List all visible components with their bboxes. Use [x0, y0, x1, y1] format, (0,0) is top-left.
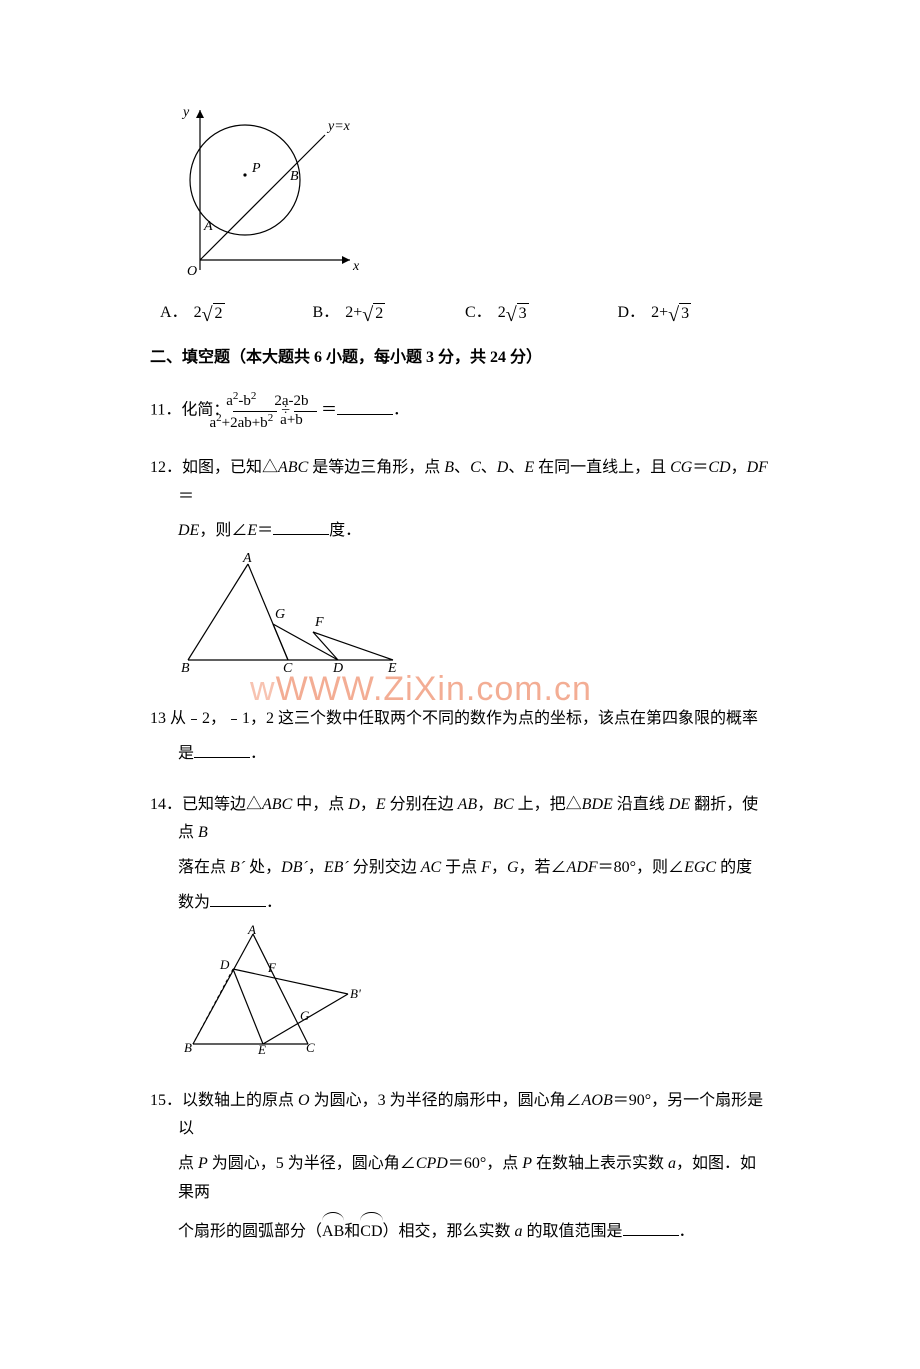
option-a-pre: 2	[194, 299, 202, 328]
figure-fold-q14: A B C D E F G B'	[178, 924, 770, 1065]
options-row: A． 2 √2 B． 2+ √2 C． 2 √3 D． 2+ √3	[150, 299, 770, 328]
sqrt-icon: √3	[506, 303, 529, 323]
svg-text:E: E	[387, 661, 397, 672]
svg-text:E: E	[257, 1042, 266, 1054]
q12-num: 12．	[150, 459, 182, 476]
equals-sign: ＝	[321, 402, 337, 419]
option-c: C． 2 √3	[465, 299, 618, 328]
blank	[194, 742, 250, 758]
arc-ab: AB	[322, 1214, 344, 1247]
svg-text:B: B	[184, 1040, 192, 1054]
option-a: A． 2 √2	[160, 299, 313, 328]
option-b-label: B．	[313, 299, 340, 328]
svg-text:A: A	[247, 924, 256, 937]
svg-text:C: C	[306, 1040, 315, 1054]
option-d-label: D．	[618, 299, 646, 328]
section-heading: 二、填空题（本大题共 6 小题，每小题 3 分，共 24 分）	[150, 344, 770, 373]
svg-text:B': B'	[350, 986, 361, 1001]
problem-14: 14．已知等边△ABC 中，点 D，E 分别在边 AB，BC 上，把△BDE 沿…	[150, 791, 770, 1065]
q15-num: 15．	[150, 1092, 182, 1109]
period: ．	[393, 402, 409, 419]
blank	[337, 399, 393, 415]
option-d-pre: 2+	[651, 299, 668, 328]
axis-y-label: y	[181, 105, 190, 120]
option-b: B． 2+ √2	[313, 299, 466, 328]
fraction-2: 2a-2b a+b	[294, 393, 317, 429]
svg-text:G: G	[300, 1008, 310, 1023]
q13-num: 13	[150, 710, 166, 727]
option-c-label: C．	[465, 299, 492, 328]
origin-label: O	[187, 264, 197, 279]
sqrt-icon: √2	[362, 303, 385, 323]
problem-13: 13 从﹣2，﹣1，2 这三个数中任取两个不同的数作为点的坐标，该点在第四象限的…	[150, 705, 770, 769]
svg-text:F: F	[267, 960, 277, 975]
problem-11: 11．化简： a2-b2 a2+2ab+b2 ÷ 2a-2b a+b ＝．	[150, 390, 770, 432]
q11-num: 11．	[150, 402, 181, 419]
svg-text:A: A	[242, 552, 252, 566]
option-d: D． 2+ √3	[618, 299, 771, 328]
option-c-pre: 2	[498, 299, 506, 328]
figure-circle: y x O y=x P A B	[160, 100, 770, 291]
line-yx-label: y=x	[326, 119, 351, 134]
svg-text:D: D	[332, 661, 343, 672]
svg-text:D: D	[219, 957, 230, 972]
svg-text:B: B	[181, 661, 190, 672]
arc-cd: CD	[360, 1214, 382, 1247]
point-a: A	[203, 219, 213, 234]
svg-text:G: G	[275, 607, 285, 622]
problem-15: 15．以数轴上的原点 O 为圆心，3 为半径的扇形中，圆心角∠AOB＝90°，另…	[150, 1087, 770, 1247]
svg-text:F: F	[314, 615, 324, 630]
fraction-1: a2-b2 a2+2ab+b2	[233, 390, 277, 432]
blank	[623, 1220, 679, 1236]
axis-x-label: x	[352, 259, 360, 274]
figure-triangle-q12: A B C D E G F	[178, 552, 770, 683]
q14-num: 14．	[150, 796, 182, 813]
point-b: B	[290, 169, 299, 184]
sqrt-icon: √2	[202, 303, 225, 323]
option-b-pre: 2+	[345, 299, 362, 328]
circle-diagram-svg: y x O y=x P A B	[160, 100, 360, 280]
problem-12: 12．如图，已知△ABC 是等边三角形，点 B、C、D、E 在同一直线上，且 C…	[150, 454, 770, 683]
point-p: P	[251, 161, 261, 176]
blank	[273, 519, 329, 535]
blank	[210, 891, 266, 907]
sqrt-icon: √3	[668, 303, 691, 323]
svg-text:C: C	[283, 661, 293, 672]
option-a-label: A．	[160, 299, 188, 328]
